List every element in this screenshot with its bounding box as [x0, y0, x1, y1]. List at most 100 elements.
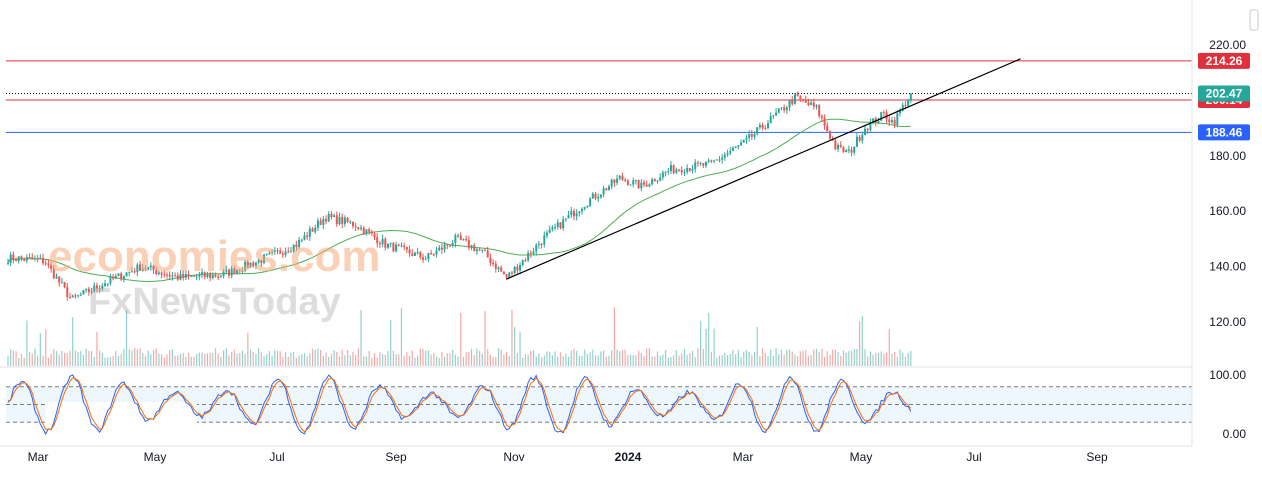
volume-bar — [479, 350, 481, 366]
volume-bar — [840, 355, 842, 366]
candle-body — [330, 213, 333, 218]
volume-bar — [519, 331, 521, 366]
candle-body — [613, 179, 616, 183]
volume-bar — [589, 352, 591, 366]
candle-body — [311, 228, 314, 232]
volume-bar — [837, 352, 839, 366]
volume-bar — [554, 351, 556, 366]
volume-bar — [686, 355, 688, 366]
candle-body — [405, 246, 408, 250]
candle-body — [33, 258, 36, 260]
candle-body — [268, 252, 271, 254]
candle-body — [696, 162, 699, 164]
stoch-k-line — [7, 374, 912, 436]
candle-body — [52, 268, 55, 279]
volume-bar — [527, 354, 529, 366]
candle-body — [79, 294, 82, 296]
volume-bar — [462, 356, 465, 366]
volume-bar — [233, 349, 235, 366]
candle-body — [198, 274, 201, 277]
candle-body — [484, 249, 487, 251]
volume-bar — [743, 351, 745, 366]
volume-bar — [516, 353, 518, 366]
volume-bar — [613, 307, 615, 366]
candle-body — [360, 227, 363, 229]
candle-body — [440, 247, 443, 250]
candle-body — [659, 177, 662, 181]
candle-body — [726, 153, 729, 156]
candle-body — [543, 235, 546, 245]
volume-bar — [123, 349, 125, 366]
candle-body — [467, 240, 470, 248]
candle-body — [93, 285, 96, 292]
volume-bar — [419, 348, 421, 366]
volume-bar — [136, 349, 138, 366]
trendline-support — [506, 58, 1021, 280]
volume-bar — [629, 354, 632, 366]
candle-body — [31, 257, 34, 260]
volume-bar — [567, 356, 570, 366]
volume-bar — [152, 349, 155, 366]
volume-bar — [169, 350, 171, 366]
time-tick-label: Jul — [966, 450, 981, 464]
volume-bar — [565, 353, 567, 366]
candle-body — [201, 272, 204, 275]
volume-bar — [82, 354, 85, 366]
volume-bar — [732, 349, 734, 366]
volume-bar — [20, 353, 23, 366]
volume-bar — [691, 350, 694, 366]
candle-body — [386, 243, 389, 248]
volume-bar — [662, 354, 664, 366]
volume-bar — [425, 350, 427, 366]
volume-bar — [594, 355, 597, 366]
candle-body — [634, 179, 637, 181]
candle-body — [586, 205, 589, 208]
volume-bar — [384, 354, 386, 366]
candle-body — [125, 272, 128, 277]
candle-body — [702, 163, 705, 166]
volume-bar — [320, 350, 322, 366]
volume-bar — [260, 352, 262, 366]
candle-body — [50, 264, 53, 269]
volume-bar — [710, 351, 712, 366]
volume-bar — [737, 349, 739, 366]
volume-bar — [705, 328, 707, 366]
volume-bar — [182, 352, 184, 366]
volume-bar — [400, 307, 403, 366]
volume-bar — [465, 352, 467, 366]
volume-bar — [301, 354, 303, 366]
candle-body — [610, 179, 613, 187]
time-axis[interactable]: Mar May Jul Sep Nov 2024 Mar May Jul Sep — [28, 450, 1108, 464]
candle-body — [319, 220, 322, 225]
volume-bar — [252, 351, 254, 366]
candle-body — [839, 144, 842, 147]
candle-body — [699, 163, 702, 165]
volume-bar — [726, 355, 729, 366]
volume-bar — [363, 356, 365, 366]
candle-body — [133, 271, 136, 273]
candle-body — [427, 253, 430, 260]
volume-bar — [196, 353, 198, 366]
volume-bar — [735, 354, 737, 366]
candle-body — [486, 250, 489, 258]
volume-bar — [772, 356, 774, 366]
candle-body — [621, 175, 624, 180]
candle-body — [618, 175, 621, 179]
volume-bar — [223, 350, 225, 366]
candle-body — [675, 169, 678, 173]
volume-bar — [352, 351, 354, 366]
candle-body — [335, 215, 338, 224]
volume-bar — [845, 352, 847, 366]
price-axis[interactable]: 220.00 180.00 160.00 140.00 120.00 — [1209, 38, 1246, 329]
candle-body — [575, 213, 578, 217]
volume-bar — [120, 354, 122, 366]
candle-body — [149, 265, 152, 268]
candle-body — [527, 252, 530, 261]
volume-bar — [365, 356, 368, 366]
settings-icon[interactable] — [1249, 9, 1259, 31]
volume-bar — [430, 354, 432, 366]
volume-bar — [263, 356, 265, 366]
volume-bar — [713, 328, 715, 366]
